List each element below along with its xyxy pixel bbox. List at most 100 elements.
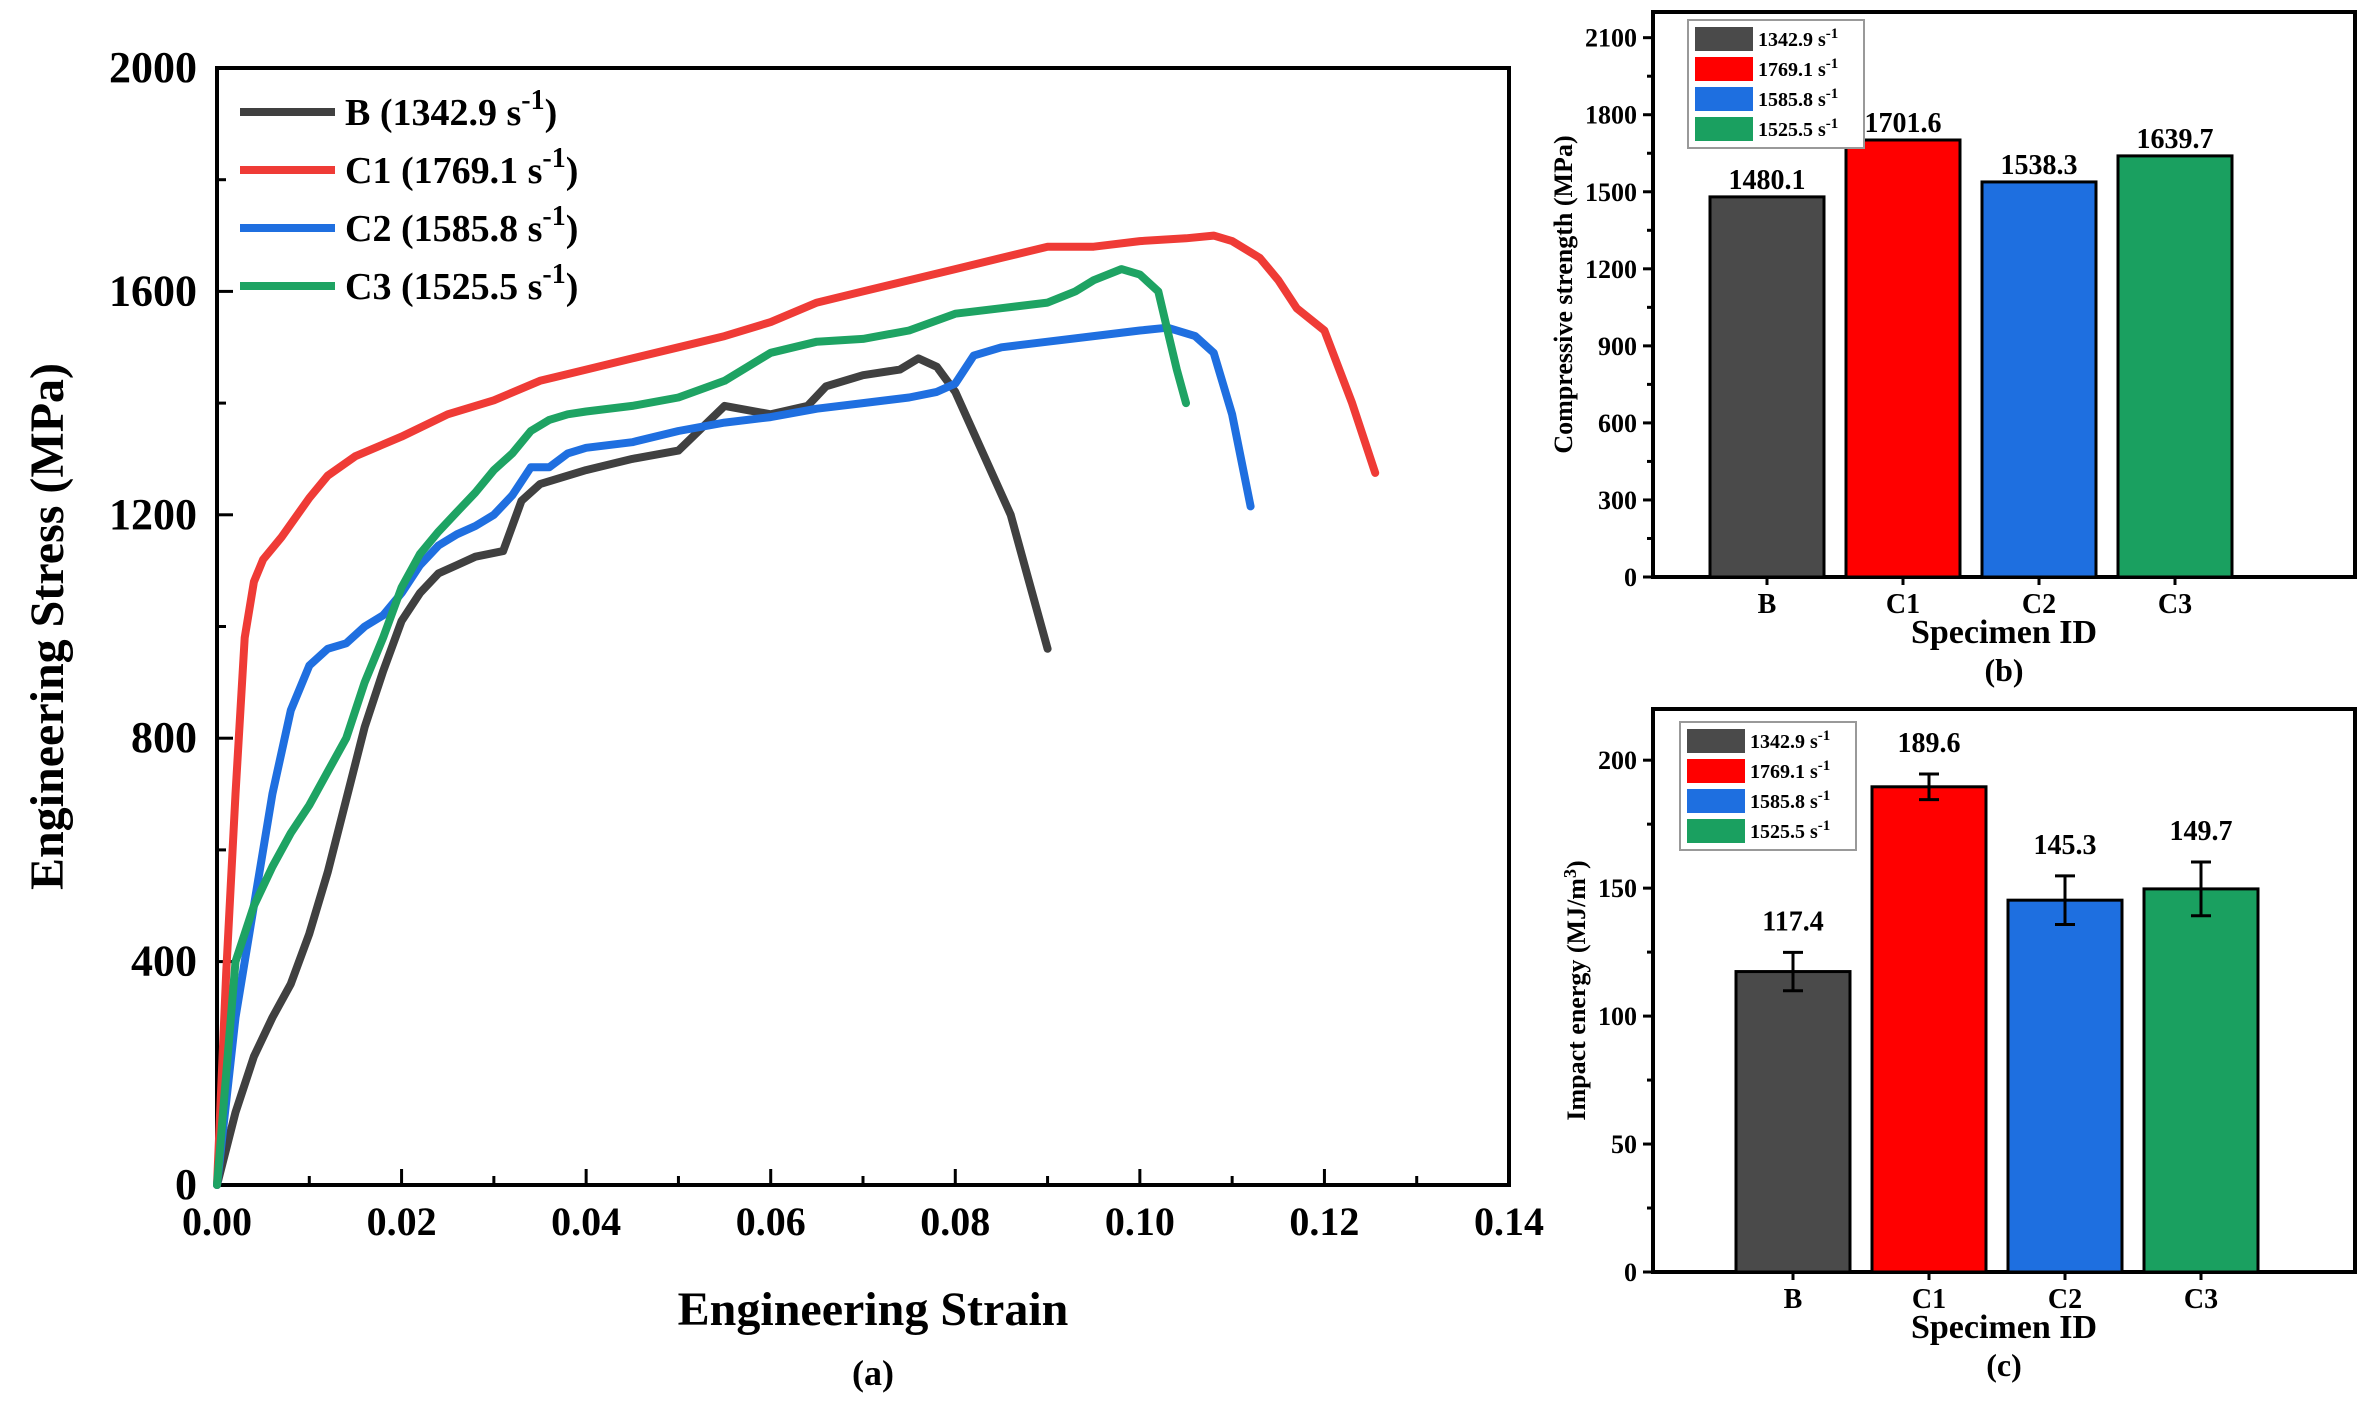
x-tick-label-a: 0.10 — [1105, 1199, 1175, 1244]
value-label-c1: 189.6 — [1898, 728, 1961, 759]
y-tick-label-b: 1800 — [1585, 101, 1637, 130]
y-label-exponent: 3 — [1560, 869, 1580, 878]
legend-close: ) — [566, 150, 579, 192]
legend-exponent: -1 — [1826, 86, 1839, 102]
legend-exponent: -1 — [1826, 56, 1839, 72]
x-tick-label-a: 0.14 — [1474, 1199, 1544, 1244]
bar-c1 — [1870, 785, 1988, 1274]
y-axis-label-b: Compressive strength (MPa) — [1549, 135, 1578, 453]
legend-swatch-c — [1687, 789, 1745, 813]
legend-entry-b: 1769.1 s-1 — [1758, 56, 1838, 81]
x-axis-label-a: Engineering Strain — [678, 1283, 1069, 1336]
x-tick-label-c: C1 — [1912, 1284, 1946, 1315]
legend-exponent: -1 — [1826, 116, 1839, 132]
legend-label: 1525.5 s — [1750, 821, 1818, 843]
y-tick-label-b: 600 — [1598, 409, 1637, 438]
value-label-c2: 145.3 — [2034, 830, 2097, 861]
legend-exponent: -1 — [542, 259, 565, 290]
legend-exponent: -1 — [521, 85, 544, 116]
legend-label: 1585.8 s — [1758, 89, 1826, 111]
legend-label: 1769.1 s — [1758, 59, 1826, 81]
value-label-c3: 1639.7 — [2137, 124, 2214, 155]
y-label-close: ) — [1562, 860, 1591, 869]
legend-label: 1525.5 s — [1758, 119, 1826, 141]
legend-label: 1342.9 s — [1758, 29, 1826, 51]
legend-label: C1 (1769.1 s — [345, 150, 542, 192]
bar-b — [1734, 970, 1852, 1274]
bar-c2 — [1980, 180, 2098, 579]
legend-entry-b: B (1342.9 s-1) — [345, 85, 557, 134]
series-line-c3 — [213, 265, 1190, 1189]
x-tick-label-b: C3 — [2158, 589, 2192, 620]
bar-b — [1708, 195, 1826, 579]
y-tick-label-b: 1200 — [1585, 255, 1637, 284]
y-axis-label-a: Engineering Stress (MPa) — [21, 363, 74, 890]
value-label-b: 1480.1 — [1729, 165, 1806, 196]
legend-swatch-c — [1687, 729, 1745, 753]
x-tick-label-a: 0.02 — [367, 1199, 437, 1244]
legend-exponent: -1 — [1826, 26, 1839, 42]
legend-entry-c2: C2 (1585.8 s-1) — [345, 201, 578, 250]
y-label-main: Impact energy (MJ/m — [1562, 878, 1591, 1121]
x-tick-label-c: C3 — [2184, 1284, 2218, 1315]
legend-entry-c: 1342.9 s-1 — [1750, 728, 1830, 753]
bar-c3 — [2142, 887, 2260, 1274]
x-tick-label-c: B — [1784, 1284, 1803, 1315]
x-tick-label-b: C1 — [1886, 589, 1920, 620]
x-axis-label-b: Specimen ID — [1911, 614, 2097, 651]
legend-exponent: -1 — [542, 201, 565, 232]
legend-entry-c: 1525.5 s-1 — [1750, 818, 1830, 843]
plot-frame-c — [1651, 707, 2357, 1274]
y-tick-label-a: 400 — [131, 937, 197, 986]
x-tick-label-b: B — [1758, 589, 1777, 620]
bar-c2 — [2006, 898, 2124, 1274]
y-tick-label-c: 150 — [1598, 874, 1637, 903]
legend-exponent: -1 — [542, 143, 565, 174]
value-label-c1: 1701.6 — [1865, 108, 1942, 139]
panel-a: 0.00 0.02 0.04 0.06 0.08 0.10 0.12 0.14 0 400 800 1… — [21, 43, 1544, 1393]
x-tick-label-b: C2 — [2022, 589, 2056, 620]
y-tick-label-a: 2000 — [109, 43, 197, 92]
y-tick-label-b: 1500 — [1585, 178, 1637, 207]
y-tick-label-c: 200 — [1598, 746, 1637, 775]
legend-exponent: -1 — [1818, 818, 1831, 834]
y-tick-label-c: 50 — [1611, 1130, 1637, 1159]
x-tick-label-a: 0.06 — [736, 1199, 806, 1244]
legend-label: C2 (1585.8 s — [345, 208, 542, 250]
y-axis-label-c: Impact energy (MJ/m3) — [1560, 860, 1591, 1120]
bar-c3 — [2116, 154, 2234, 579]
legend-entry-c1: C1 (1769.1 s-1) — [345, 143, 578, 192]
legend-entry-b: 1342.9 s-1 — [1758, 26, 1838, 51]
y-tick-label-b: 2100 — [1585, 24, 1637, 53]
legend-label: 1585.8 s — [1750, 791, 1818, 813]
y-tick-label-a: 1600 — [109, 266, 197, 315]
legend-swatch-b — [1695, 27, 1753, 51]
legend-entry-c3: C3 (1525.5 s-1) — [345, 259, 578, 308]
legend-label: B (1342.9 s — [345, 92, 521, 134]
x-tick-label-c: C2 — [2048, 1284, 2082, 1315]
legend-swatch-b — [1695, 117, 1753, 141]
legend-close: ) — [545, 92, 558, 134]
legend-entry-b: 1585.8 s-1 — [1758, 86, 1838, 111]
value-label-b: 117.4 — [1762, 906, 1823, 937]
series-line-c2 — [213, 323, 1255, 1189]
legend-swatch-b — [1695, 87, 1753, 111]
legend-label: 1342.9 s — [1750, 731, 1818, 753]
value-label-c3: 149.7 — [2170, 816, 2233, 847]
series-line-c1 — [213, 231, 1380, 1189]
legend-entry-c: 1769.1 s-1 — [1750, 758, 1830, 783]
y-tick-label-a: 800 — [131, 713, 197, 762]
x-tick-label-a: 0.04 — [551, 1199, 621, 1244]
legend-swatch-b — [1695, 57, 1753, 81]
x-tick-label-a: 0.12 — [1289, 1199, 1359, 1244]
legend-label: 1769.1 s — [1750, 761, 1818, 783]
legend-swatch-c — [1687, 819, 1745, 843]
panel-label-c: (c) — [1986, 1347, 2022, 1383]
legend-close: ) — [566, 208, 579, 250]
x-tick-label-a: 0.00 — [182, 1199, 252, 1244]
panel-c: 0 50 100 150 200 B 117.4 C1 189.6 C2 145.3 C3 149.7 1… — [1560, 707, 2357, 1383]
y-tick-label-b: 300 — [1598, 486, 1637, 515]
panel-b: 0 300 600 900 1200 1500 1800 2100 B 1480.1 C1 1701.… — [1549, 10, 2357, 688]
legend-exponent: -1 — [1818, 788, 1831, 804]
